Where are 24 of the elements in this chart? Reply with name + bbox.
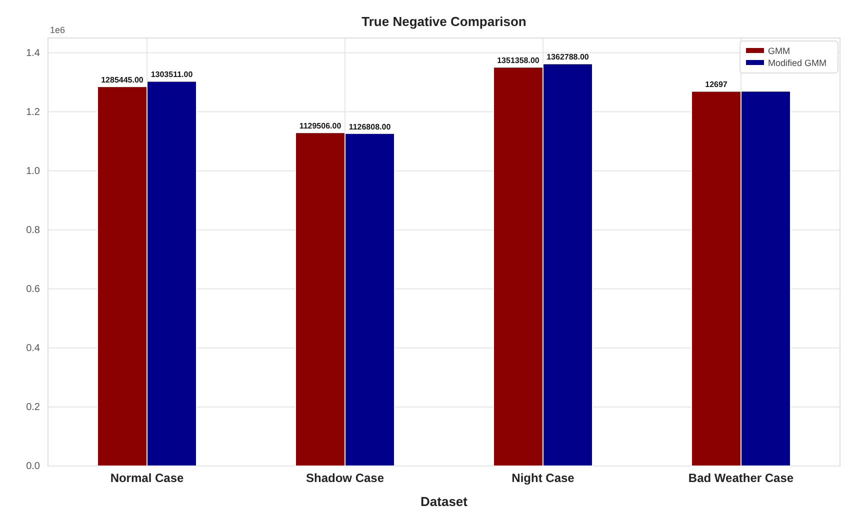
annotation: 1351358.00 xyxy=(497,56,540,66)
annotation: 1362788.00 xyxy=(546,52,590,62)
y-tick-label: 1.0 xyxy=(26,166,40,178)
x-tick-label: Shadow Case xyxy=(306,471,384,485)
y-tick-label: 0.2 xyxy=(26,402,40,414)
x-axis-title: Dataset xyxy=(420,494,468,509)
legend-label: GMM xyxy=(768,46,790,56)
y-tick-label: 1.4 xyxy=(26,48,40,59)
y-tick-label: 0.8 xyxy=(26,225,40,236)
annotation: 12697 xyxy=(705,80,728,90)
annotation: 1285445.00 xyxy=(101,76,144,85)
y-tick-label: 0.4 xyxy=(26,343,40,354)
y-tick-label: 1.2 xyxy=(26,106,40,118)
x-tick-label: Normal Case xyxy=(110,471,184,485)
y-tick-label: 0.6 xyxy=(26,284,40,296)
annotation: 1126808.00 xyxy=(348,122,392,132)
text: 1e6 xyxy=(50,25,66,35)
legend-label: Modified GMM xyxy=(768,58,827,68)
y-tick-label: 0.0 xyxy=(26,461,40,472)
annotation: 1303511.00 xyxy=(150,70,194,80)
x-tick-label: Bad Weather Case xyxy=(688,471,794,485)
x-tick-label: Night Case xyxy=(512,471,575,485)
annotation: 1129506.00 xyxy=(299,122,342,131)
chart-title: True Negative Comparison xyxy=(362,14,526,29)
